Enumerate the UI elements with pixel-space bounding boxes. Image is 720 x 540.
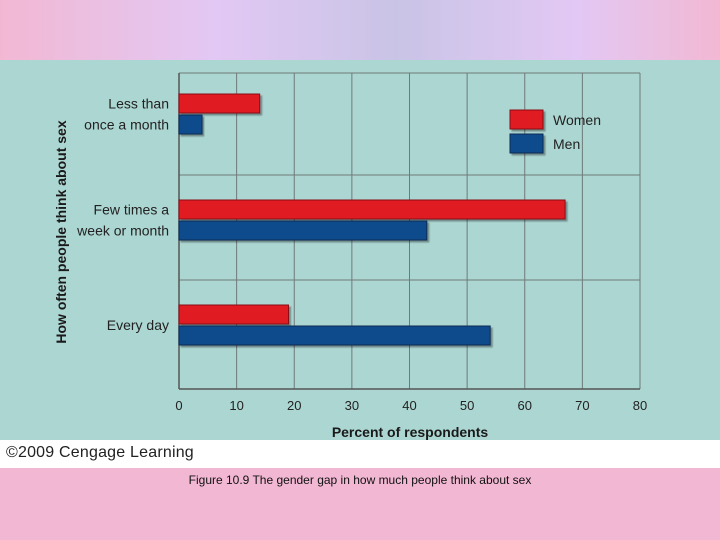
figure-caption: Figure 10.9 The gender gap in how much p… xyxy=(188,473,532,487)
category-label: week or month xyxy=(76,223,169,239)
y-axis-title: How often people think about sex xyxy=(53,120,69,343)
x-tick-label: 60 xyxy=(518,398,532,413)
x-tick-label: 10 xyxy=(229,398,243,413)
category-label: Less than xyxy=(108,96,169,112)
category-label: Few times a xyxy=(94,202,170,218)
x-tick-label: 70 xyxy=(575,398,589,413)
legend-swatch-women xyxy=(509,109,544,130)
x-tick-label: 80 xyxy=(633,398,647,413)
bar-men-1 xyxy=(178,220,428,241)
copyright-text: ©2009 Cengage Learning xyxy=(6,444,194,461)
category-label: once a month xyxy=(84,117,169,133)
bars xyxy=(178,93,566,346)
x-tick-label: 0 xyxy=(175,398,182,413)
legend-label-women: Women xyxy=(553,112,601,128)
category-label: Every day xyxy=(107,317,169,333)
x-axis-title: Percent of respondents xyxy=(332,424,489,440)
x-tick-label: 40 xyxy=(402,398,416,413)
legend-swatch-men xyxy=(509,133,544,154)
legend-label-men: Men xyxy=(553,136,580,152)
bar-women-2 xyxy=(178,304,289,325)
legend: Women Men xyxy=(509,109,601,154)
chart-panel: 0 10 20 30 40 50 60 70 80 Less than once a month Fe… xyxy=(0,60,720,440)
bar-chart: 0 10 20 30 40 50 60 70 80 Less than once a month Fe… xyxy=(53,72,647,441)
bar-women-0 xyxy=(178,93,261,114)
x-tick-label: 50 xyxy=(460,398,474,413)
bar-men-0 xyxy=(178,114,203,135)
x-tick-label: 30 xyxy=(345,398,359,413)
x-tick-label: 20 xyxy=(287,398,301,413)
bar-men-2 xyxy=(178,325,491,346)
copyright-bar: ©2009 Cengage Learning xyxy=(0,440,720,468)
bar-women-1 xyxy=(178,199,566,220)
labels: 0 10 20 30 40 50 60 70 80 Less than once a month Fe… xyxy=(53,96,647,441)
slide-header-band xyxy=(0,0,720,60)
